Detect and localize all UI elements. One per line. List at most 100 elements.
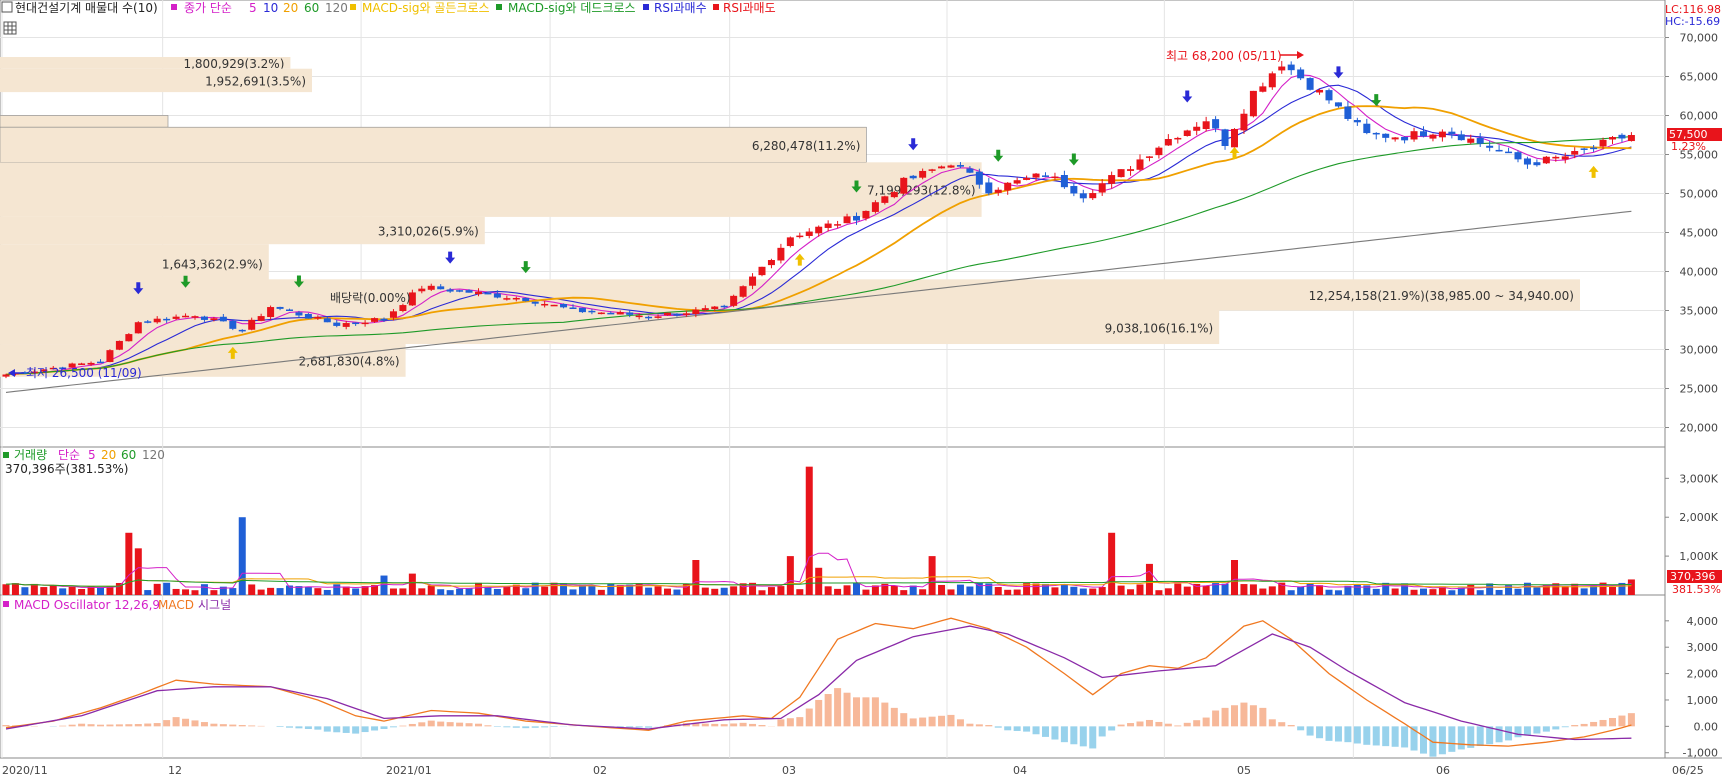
table-icon[interactable] — [4, 22, 16, 34]
price-tick-label: 25,000 — [1680, 383, 1719, 396]
candle-body — [503, 298, 510, 300]
candle-body — [768, 260, 775, 265]
candle-body — [277, 307, 284, 309]
volume-bar — [1420, 589, 1427, 595]
macd-oscillator-bar — [163, 720, 170, 726]
macd-oscillator-bar — [1533, 726, 1540, 733]
volume-bar — [1269, 586, 1276, 595]
macd-oscillator-bar — [239, 725, 246, 726]
volume-bar — [1477, 590, 1484, 595]
macd-oscillator-bar — [484, 725, 491, 726]
macd-oscillator-bar — [1581, 724, 1588, 726]
macd-oscillator-bar — [494, 726, 501, 727]
candle-body — [1600, 140, 1607, 147]
macd-oscillator-bar — [919, 718, 926, 727]
volume-bar — [1146, 564, 1153, 595]
volume-bar — [258, 590, 265, 595]
macd-oscillator-bar — [1590, 722, 1597, 726]
volume-bar — [125, 533, 132, 595]
macd-oscillator-bar — [966, 724, 973, 727]
volume-current-label: 370,396주(381.53%) — [5, 462, 128, 476]
macd-oscillator-bar — [844, 693, 851, 727]
volume-bar — [1307, 583, 1314, 595]
macd-oscillator-bar — [929, 717, 936, 727]
macd-oscillator-bar — [1505, 726, 1512, 740]
candle-body — [1326, 90, 1333, 100]
volume-bar — [399, 588, 406, 595]
macd-tick-label: -1,000 — [1683, 747, 1718, 760]
price-tick-label: 50,000 — [1680, 188, 1719, 201]
volume-bar — [938, 585, 945, 595]
candle-body — [598, 313, 605, 315]
candle-body — [607, 313, 614, 315]
macd-oscillator-bar — [1042, 726, 1049, 737]
volume-bar — [966, 587, 973, 595]
candle-body — [1477, 138, 1484, 144]
volume-bar — [1099, 587, 1106, 595]
volume-bar — [1033, 584, 1040, 595]
volume-bar — [1250, 584, 1257, 595]
macd-oscillator-bar — [891, 708, 898, 726]
volume-bar — [1429, 589, 1436, 595]
volume-bar — [787, 556, 794, 595]
candle-body — [777, 248, 784, 261]
candle-body — [976, 172, 983, 185]
candle-body — [711, 307, 718, 309]
volume-bar — [1326, 590, 1333, 595]
volume-bar — [21, 587, 28, 595]
candle-body — [730, 296, 737, 306]
macd-oscillator-bar — [78, 724, 85, 727]
volume-bar — [1467, 585, 1474, 595]
volume-bar — [730, 586, 737, 595]
volume-bar — [1174, 584, 1181, 595]
candle-body — [948, 165, 955, 167]
volume-bar — [1118, 586, 1125, 595]
macd-oscillator-bar — [248, 725, 255, 726]
macd-oscillator-bar — [1269, 719, 1276, 726]
candle-body — [1609, 137, 1616, 139]
candle-body — [1259, 86, 1266, 91]
candle-body — [286, 309, 293, 311]
candle-body — [399, 305, 406, 311]
volume-profile-bar — [0, 311, 1219, 345]
macd-oscillator-bar — [626, 726, 633, 727]
candle-body — [1344, 107, 1351, 119]
candle-body — [258, 316, 265, 321]
candle-body — [1080, 193, 1087, 198]
volume-bar — [484, 587, 491, 595]
candle-body — [182, 316, 189, 318]
volume-bar — [3, 584, 10, 595]
candle-body — [447, 290, 454, 292]
candle-body — [1392, 137, 1399, 139]
macd-oscillator-bar — [1231, 705, 1238, 726]
candle-body — [1467, 139, 1474, 143]
volume-bar — [777, 586, 784, 595]
candle-body — [1137, 159, 1144, 169]
macd-oscillator-bar — [475, 724, 482, 727]
candle-body — [881, 196, 888, 203]
candle-body — [135, 322, 142, 333]
macd-oscillator-bar — [69, 725, 76, 727]
volume-sma-5: 5 — [88, 448, 96, 462]
macd-oscillator-bar — [948, 715, 955, 726]
macd-oscillator-bar — [1382, 726, 1389, 746]
macd-oscillator-bar — [1004, 726, 1011, 730]
candle-body — [173, 317, 180, 319]
candle-body — [664, 313, 671, 316]
volume-bar — [844, 585, 851, 595]
candle-body — [692, 310, 699, 314]
macd-oscillator-bar — [853, 697, 860, 726]
candle-body — [919, 171, 926, 178]
volume-bar — [919, 589, 926, 595]
macd-oscillator-bar — [1259, 708, 1266, 726]
volume-bar — [50, 585, 57, 595]
volume-bar — [437, 589, 444, 595]
candle-body — [673, 314, 680, 316]
macd-oscillator-bar — [1326, 726, 1333, 741]
macd-oscillator-bar — [88, 724, 95, 726]
volume-bar — [1108, 533, 1115, 595]
macd-oscillator-bar — [900, 713, 907, 726]
volume-bar — [333, 584, 340, 595]
macd-oscillator-bar — [154, 723, 161, 726]
macd-oscillator-bar — [749, 724, 756, 726]
